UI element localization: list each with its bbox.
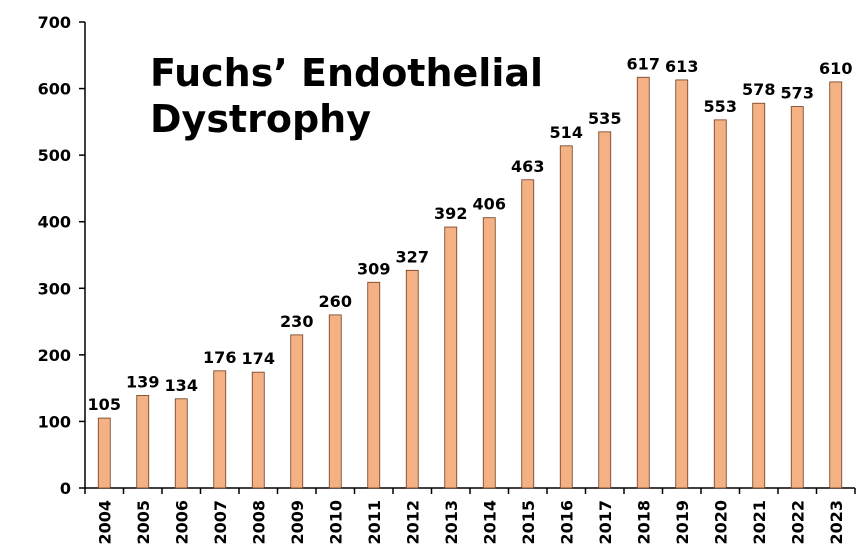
data-label: 463 — [511, 157, 544, 176]
bar — [405, 269, 419, 489]
x-tick-label: 2009 — [288, 500, 307, 545]
data-label: 617 — [627, 54, 660, 73]
data-label: 406 — [473, 195, 506, 214]
bar — [136, 395, 150, 489]
y-tick-label: 200 — [38, 346, 71, 365]
y-tick-label: 500 — [38, 146, 71, 165]
data-label: 613 — [665, 57, 698, 76]
x-tick-label: 2023 — [827, 500, 846, 545]
x-tick-label: 2017 — [596, 500, 615, 545]
x-tick-label: 2012 — [403, 500, 422, 545]
x-tick-label: 2010 — [326, 500, 345, 545]
bar — [174, 398, 188, 489]
x-tick-label: 2022 — [788, 500, 807, 545]
x-tick-label: 2014 — [480, 500, 499, 545]
x-tick-label: 2006 — [172, 500, 191, 545]
bar — [328, 314, 342, 489]
data-label: 176 — [203, 348, 236, 367]
bar — [790, 106, 804, 489]
data-label: 573 — [781, 84, 814, 103]
data-label: 309 — [357, 259, 390, 278]
y-tick-label: 100 — [38, 412, 71, 431]
x-tick-label: 2018 — [634, 500, 653, 545]
x-tick-label: 2007 — [211, 500, 230, 545]
x-tick-label: 2020 — [711, 500, 730, 545]
x-tick-label: 2015 — [519, 500, 538, 545]
bar — [367, 281, 381, 489]
data-label: 610 — [819, 59, 852, 78]
bar — [598, 131, 612, 489]
bar — [444, 226, 458, 489]
data-label: 553 — [704, 97, 737, 116]
data-label: 327 — [396, 247, 429, 266]
data-label: 230 — [280, 312, 313, 331]
chart-title: Fuchs’ Endothelial Dystrophy — [150, 51, 544, 142]
bar — [752, 102, 766, 489]
y-tick-label: 300 — [38, 279, 71, 298]
bar — [636, 76, 650, 489]
x-tick-label: 2005 — [134, 500, 153, 545]
bar — [713, 119, 727, 489]
x-tick-label: 2021 — [750, 500, 769, 545]
x-tick-label: 2008 — [249, 500, 268, 545]
bar — [675, 79, 689, 489]
x-tick-label: 2019 — [673, 500, 692, 545]
y-tick-label: 700 — [38, 13, 71, 32]
bar — [829, 81, 843, 489]
bar — [521, 179, 535, 489]
x-tick-label: 2011 — [365, 500, 384, 545]
bar — [97, 417, 111, 489]
bar — [482, 217, 496, 489]
x-tick-label: 2013 — [442, 500, 461, 545]
data-label: 535 — [588, 109, 621, 128]
data-label: 134 — [165, 376, 198, 395]
y-tick-label: 0 — [60, 479, 71, 498]
bar — [290, 334, 304, 489]
x-tick-label: 2004 — [95, 500, 114, 545]
data-label: 514 — [550, 123, 583, 142]
y-tick-label: 400 — [38, 213, 71, 232]
bar — [559, 145, 573, 489]
bar — [251, 371, 265, 489]
data-label: 392 — [434, 204, 467, 223]
data-label: 139 — [126, 372, 159, 391]
data-label: 105 — [88, 395, 121, 414]
y-tick-label: 600 — [38, 80, 71, 99]
data-label: 578 — [742, 80, 775, 99]
bar — [213, 370, 227, 489]
data-label: 260 — [319, 292, 352, 311]
x-tick-label: 2016 — [557, 500, 576, 545]
data-label: 174 — [242, 349, 275, 368]
